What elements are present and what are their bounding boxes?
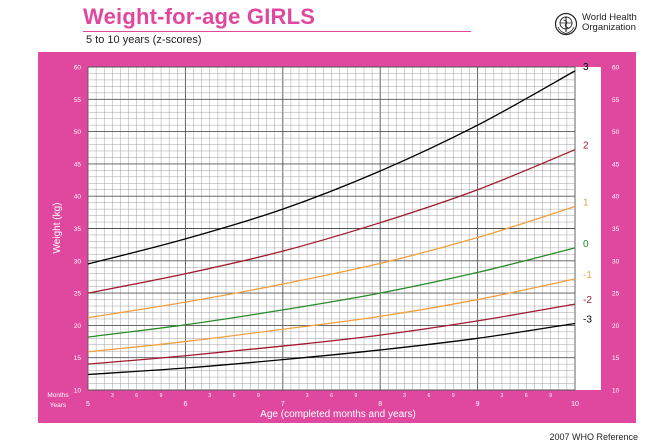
series-label: -3 [583, 314, 592, 325]
y-tick-label-left: 30 [74, 258, 82, 265]
y-tick-label-left: 55 [74, 97, 82, 104]
title-underline [83, 31, 471, 32]
grid-lines [87, 66, 576, 391]
series-line [87, 278, 576, 353]
who-emblem-icon [554, 12, 578, 36]
organization-name: World Health Organization [582, 13, 637, 33]
y-tick-label-left: 45 [74, 161, 82, 168]
x-tick-label-month: 6 [135, 393, 138, 399]
x-tick-label-month: 6 [330, 393, 333, 399]
x-tick-label-year: 5 [86, 401, 90, 408]
series-line [87, 205, 576, 319]
series-line [87, 247, 576, 338]
x-tick-label-month: 9 [549, 393, 552, 399]
series-line [87, 149, 576, 294]
y-axis-label: Weight (kg) [52, 203, 63, 254]
x-tick-label-month: 3 [403, 393, 406, 399]
series-label: -1 [583, 270, 592, 281]
y-tick-label-right: 55 [612, 97, 620, 104]
years-label: Years [50, 402, 67, 409]
x-tick-label-month: 3 [111, 393, 114, 399]
y-tick-label-right: 40 [612, 194, 620, 201]
y-tick-label-right: 50 [612, 129, 620, 136]
y-tick-label-right: 25 [612, 291, 620, 298]
x-tick-label-year: 7 [281, 401, 285, 408]
series-line [87, 70, 576, 265]
y-tick-label-right: 15 [612, 355, 620, 362]
x-tick-label-month: 9 [160, 393, 163, 399]
y-tick-label-right: 20 [612, 323, 620, 330]
series-line [87, 303, 576, 365]
y-tick-label-left: 25 [74, 291, 82, 298]
x-tick-label-month: 3 [208, 393, 211, 399]
x-tick-label-month: 9 [452, 393, 455, 399]
reference-note: 2007 WHO Reference [549, 432, 638, 442]
label-column [575, 67, 601, 390]
x-tick-label-month: 3 [501, 393, 504, 399]
x-tick-label-month: 6 [525, 393, 528, 399]
x-tick-label-month: 6 [233, 393, 236, 399]
x-tick-label-month: 6 [428, 393, 431, 399]
x-tick-label-year: 9 [476, 401, 480, 408]
series-label: 0 [583, 239, 589, 250]
x-axis-label: Age (completed months and years) [260, 409, 416, 420]
page-subtitle: 5 to 10 years (z-scores) [86, 34, 202, 46]
x-tick-label-year: 8 [378, 401, 382, 408]
x-tick-label-month: 9 [257, 393, 260, 399]
y-tick-label-right: 45 [612, 161, 620, 168]
page-title: Weight-for-age GIRLS [83, 4, 316, 29]
series-line [87, 322, 576, 376]
y-tick-label-right: 35 [612, 226, 620, 233]
y-tick-label-right: 10 [612, 388, 620, 395]
series-labels: 3 2 1 0 -1 -2 -3 [583, 62, 592, 326]
organization-name-line1: World Health [582, 12, 637, 23]
y-tick-label-right: 60 [612, 65, 620, 72]
x-tick-label-year: 6 [183, 401, 187, 408]
y-tick-label-left: 40 [74, 194, 82, 201]
series-label: 2 [583, 141, 589, 152]
months-label: Months [47, 392, 69, 399]
y-tick-label-left: 35 [74, 226, 82, 233]
x-tick-label-month: 9 [354, 393, 357, 399]
y-tick-label-left: 20 [74, 323, 82, 330]
x-tick-label-month: 3 [306, 393, 309, 399]
y-tick-label-left: 15 [74, 355, 82, 362]
x-tick-label-year: 10 [571, 401, 579, 408]
series-lines [87, 70, 576, 376]
y-tick-label-left: 10 [74, 388, 82, 395]
organization-name-line2: Organization [582, 22, 636, 33]
y-tick-label-left: 60 [74, 65, 82, 72]
series-label: -2 [583, 295, 592, 306]
y-tick-label-right: 30 [612, 258, 620, 265]
series-label: 3 [583, 62, 589, 73]
series-label: 1 [583, 198, 589, 209]
y-tick-label-left: 50 [74, 129, 82, 136]
